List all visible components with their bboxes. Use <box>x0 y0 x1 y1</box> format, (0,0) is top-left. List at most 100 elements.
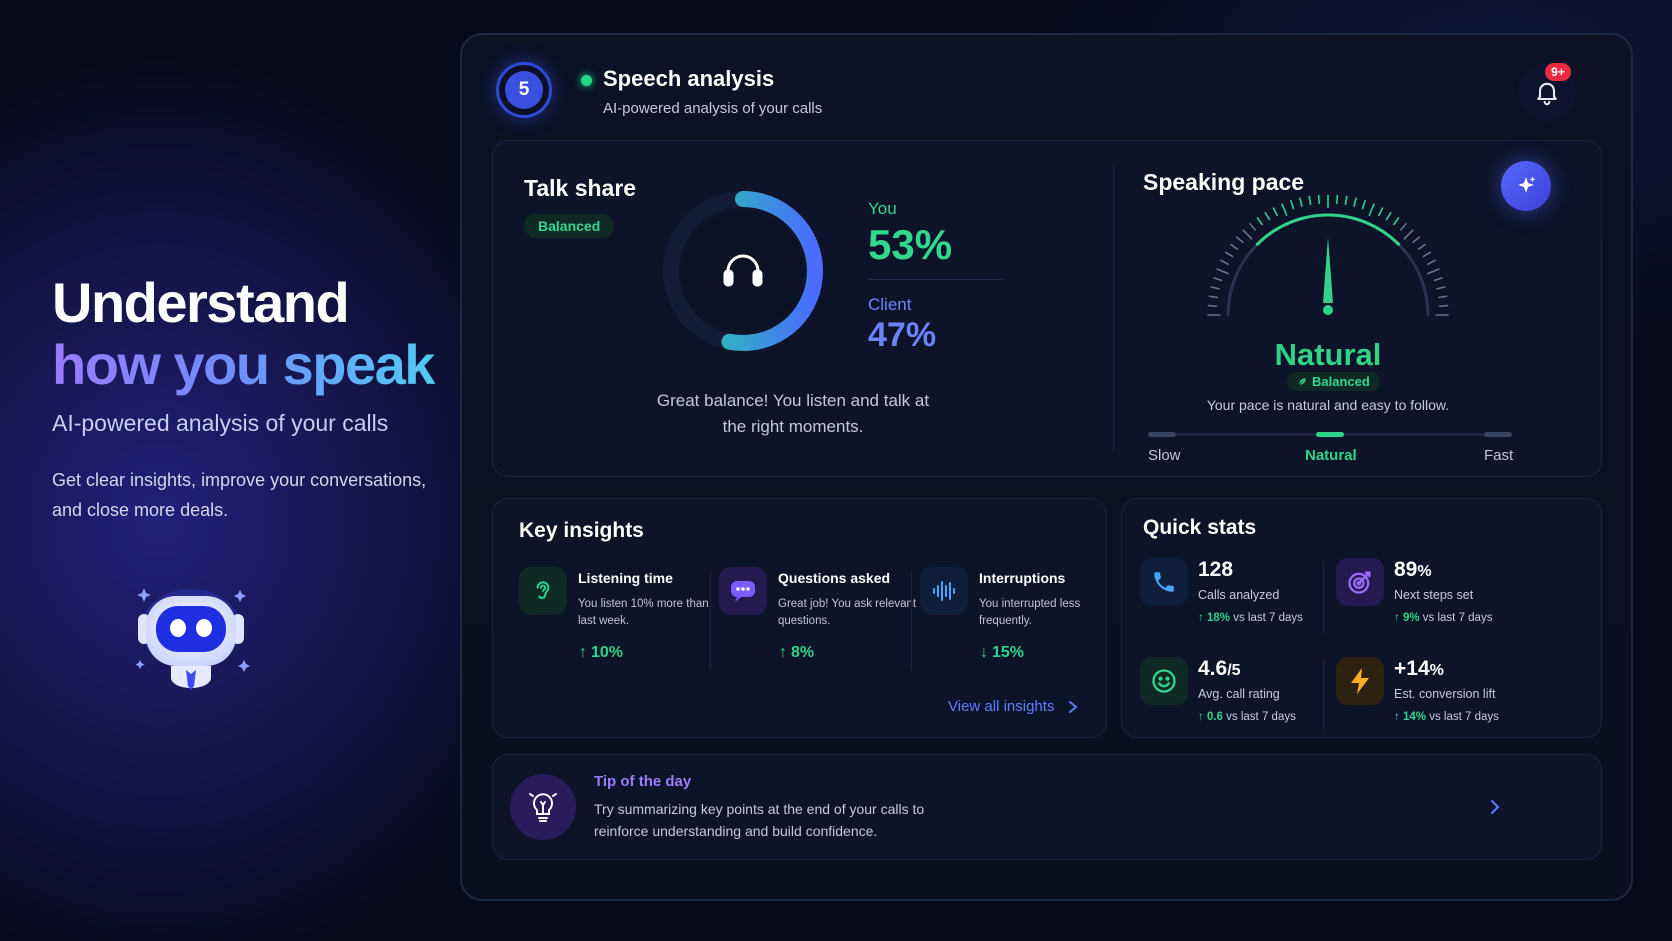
pace-scale-natural: Natural <box>1305 447 1357 464</box>
divider <box>1113 165 1114 450</box>
stat-next-steps-set: 89% Next steps set ↑ 9% vs last 7 days <box>1336 558 1526 638</box>
divider <box>868 279 1003 280</box>
gauge-tick <box>1235 236 1244 244</box>
chevron-right-icon <box>1491 800 1500 814</box>
insight-questions-asked[interactable]: Questions asked Great job! You ask relev… <box>719 567 919 677</box>
stat-value: 128 <box>1198 558 1234 581</box>
bell-icon <box>1537 82 1557 106</box>
gauge-tick <box>1216 268 1230 275</box>
pace-message: Your pace is natural and easy to follow. <box>1206 397 1450 413</box>
stat-calls-analyzed: 128 Calls analyzed ↑ 18% vs last 7 days <box>1140 558 1330 638</box>
gauge-needle <box>1323 237 1333 303</box>
gauge-tick <box>1220 259 1230 265</box>
arrow-up-icon: ↑ <box>579 644 587 661</box>
insight-delta-value: 8% <box>791 644 815 661</box>
ear-icon <box>519 567 567 615</box>
stat-conversion-lift: +14% Est. conversion lift ↑ 14% vs last … <box>1336 657 1526 737</box>
status-dot <box>581 75 592 86</box>
lightbulb-icon <box>510 774 576 840</box>
pace-scale-tick-fast <box>1484 432 1512 437</box>
step-number: 5 <box>505 71 543 109</box>
gauge-arc <box>1255 213 1401 246</box>
sparkle-icon <box>1518 176 1536 193</box>
gauge-tick <box>1230 243 1239 250</box>
gauge-tick <box>1436 286 1446 290</box>
tip-next-button[interactable] <box>1483 795 1507 819</box>
hero-subtitle: AI-powered analysis of your calls <box>52 410 389 436</box>
view-all-label: View all insights <box>948 698 1055 715</box>
gauge-tick <box>1403 229 1414 240</box>
gauge-tick <box>1256 217 1263 226</box>
talk-and-pace-card: Talk share Balanced You 53% Client 47% G… <box>492 140 1602 477</box>
insight-delta: ↓ 15% <box>980 644 1024 662</box>
gauge-tick <box>1368 203 1375 217</box>
gauge-tick <box>1207 304 1218 308</box>
gauge-tick <box>1433 277 1443 282</box>
divider <box>1323 659 1324 731</box>
tip-title: Tip of the day <box>594 773 692 790</box>
pace-value: Natural <box>1274 337 1382 372</box>
gauge-needle-pivot <box>1323 305 1333 315</box>
gauge-tick <box>1335 195 1339 205</box>
you-label: You <box>868 199 897 218</box>
gauge-tick <box>1264 211 1271 221</box>
phone-icon <box>1140 558 1188 606</box>
speech-analysis-panel: 5 Speech analysis AI-powered analysis of… <box>460 33 1633 901</box>
key-insights-card: Key insights Listening time You listen 1… <box>492 498 1107 738</box>
gauge-tick <box>1361 200 1366 210</box>
insight-interruptions[interactable]: Interruptions You interrupted less frequ… <box>920 567 1120 677</box>
notifications-badge: 9+ <box>1545 63 1571 81</box>
gauge-tick <box>1317 195 1321 205</box>
stat-delta: ↑ 9% vs last 7 days <box>1394 612 1493 624</box>
lightning-icon <box>1336 657 1384 705</box>
pace-scale-slow: Slow <box>1148 447 1181 464</box>
tip-of-the-day-card[interactable]: Tip of the day Try summarizing key point… <box>492 754 1602 860</box>
stat-delta: ↑ 18% vs last 7 days <box>1198 612 1303 624</box>
gauge-tick <box>1224 251 1234 258</box>
panel-title: Speech analysis <box>603 66 775 91</box>
gauge-tick <box>1438 304 1449 308</box>
key-insights-title: Key insights <box>519 519 644 542</box>
sound-wave-icon <box>920 567 968 615</box>
gauge-tick <box>1426 268 1440 275</box>
stat-delta: ↑ 14% vs last 7 days <box>1394 711 1499 723</box>
step-indicator: 5 <box>496 62 552 118</box>
pace-scale-tick-natural <box>1316 432 1344 437</box>
pace-badge-label: Balanced <box>1312 374 1370 389</box>
gauge-tick <box>1353 197 1357 207</box>
divider <box>1323 561 1324 633</box>
you-percentage: 53% <box>868 221 953 268</box>
client-percentage: 47% <box>868 316 937 354</box>
insight-description: Great job! You ask relevant questions. <box>778 598 917 627</box>
stat-delta: ↑ 0.6 vs last 7 days <box>1198 711 1296 723</box>
stat-avg-call-rating: 4.6/5 Avg. call rating ↑ 0.6 vs last 7 d… <box>1140 657 1330 737</box>
insight-description: You listen 10% more than last week. <box>578 598 709 627</box>
insight-delta-value: 15% <box>992 644 1025 661</box>
gauge-tick <box>1290 200 1295 210</box>
gauge-tick <box>1208 295 1219 299</box>
talk-share-title: Talk share <box>524 175 637 201</box>
donut-you-arc <box>663 191 823 351</box>
arrow-down-icon: ↓ <box>980 644 988 661</box>
chevron-right-icon <box>1069 700 1079 713</box>
chat-bubble-icon <box>719 567 767 615</box>
divider <box>710 571 711 671</box>
arrow-up-icon: ↑ <box>779 644 787 661</box>
pace-badge: Balanced <box>1287 372 1380 391</box>
quick-stats-title: Quick stats <box>1143 516 1257 539</box>
gauge-tick <box>1412 236 1421 244</box>
stat-label: Next steps set <box>1394 588 1474 602</box>
gauge-tick <box>1210 286 1220 290</box>
gauge-tick <box>1281 203 1288 217</box>
robot-mascot-icon <box>135 584 272 708</box>
target-icon <box>1336 558 1384 606</box>
gauge-tick <box>1308 195 1312 206</box>
stat-value: 89% <box>1394 558 1432 581</box>
view-all-insights-link[interactable]: View all insights <box>948 698 1079 715</box>
ai-sparkle-button[interactable] <box>1501 161 1551 211</box>
insight-name: Interruptions <box>979 570 1066 586</box>
gauge-tick <box>1393 217 1400 226</box>
insight-listening-time[interactable]: Listening time You listen 10% more than … <box>519 567 719 677</box>
smiley-icon <box>1140 657 1188 705</box>
hero-description: Get clear insights, improve your convers… <box>52 470 427 520</box>
